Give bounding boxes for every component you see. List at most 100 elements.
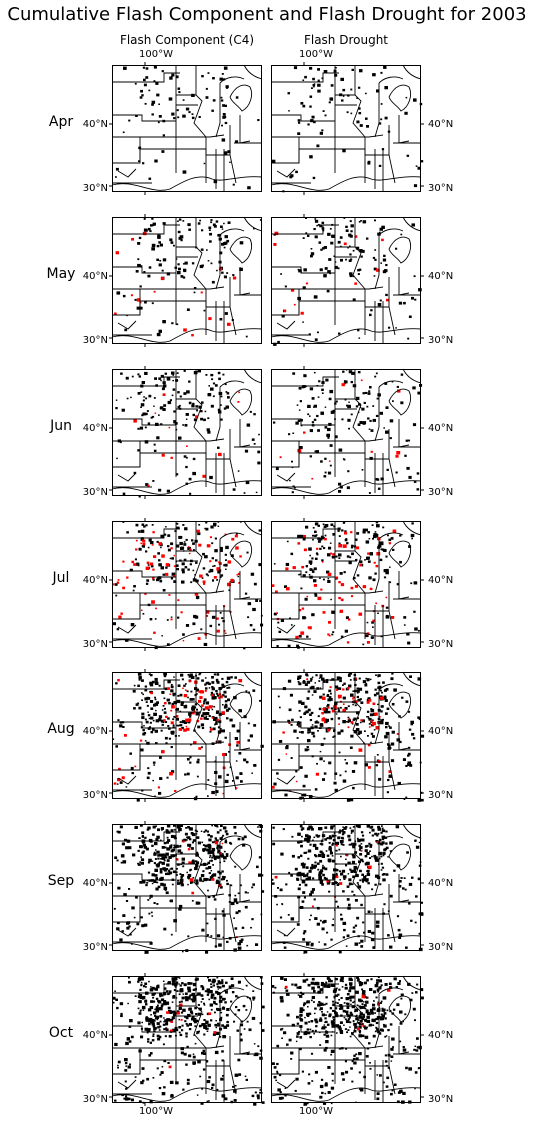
cumulative-event-pixel [276, 772, 279, 775]
cumulative-event-pixel [171, 112, 175, 116]
cumulative-event-pixel [410, 582, 413, 585]
cumulative-event-pixel [151, 415, 155, 418]
cumulative-event-pixel [139, 861, 142, 863]
cumulative-event-pixel [343, 380, 346, 382]
cumulative-event-pixel [208, 682, 211, 686]
cumulative-event-pixel [153, 1011, 157, 1015]
cumulative-event-pixel [389, 747, 392, 749]
new-event-pixel [118, 767, 121, 771]
cumulative-event-pixel [280, 999, 284, 1003]
cumulative-event-pixel [143, 525, 146, 528]
cumulative-event-pixel [358, 844, 361, 847]
cumulative-event-pixel [143, 271, 146, 273]
cumulative-event-pixel [149, 683, 154, 687]
cumulative-event-pixel [389, 726, 392, 729]
cumulative-event-pixel [295, 770, 298, 773]
cumulative-event-pixel [153, 1030, 155, 1033]
cumulative-event-pixel [214, 824, 218, 827]
cumulative-event-pixel [150, 1020, 154, 1023]
cumulative-event-pixel [177, 263, 180, 266]
cumulative-event-pixel [152, 825, 156, 829]
cumulative-event-pixel [151, 100, 156, 104]
map-background [271, 521, 421, 648]
new-event-pixel [194, 592, 199, 596]
new-event-pixel [375, 726, 380, 730]
cumulative-event-pixel [399, 560, 402, 564]
cumulative-event-pixel [387, 934, 390, 937]
cumulative-event-pixel [362, 530, 366, 534]
state-boundary [117, 775, 137, 785]
cumulative-event-pixel [201, 746, 203, 749]
cumulative-event-pixel [249, 624, 253, 627]
cumulative-event-pixel [243, 715, 247, 719]
cumulative-event-pixel [200, 985, 204, 988]
new-event-pixel [183, 328, 187, 332]
cumulative-event-pixel [219, 845, 223, 849]
cumulative-event-pixel [364, 996, 367, 999]
cumulative-event-pixel [223, 246, 226, 249]
cumulative-event-pixel [382, 996, 387, 1000]
cumulative-event-pixel [288, 433, 291, 436]
new-event-pixel [170, 1020, 173, 1023]
cumulative-event-pixel [291, 854, 295, 858]
cumulative-event-pixel [238, 752, 242, 755]
cumulative-event-pixel [378, 674, 381, 677]
cumulative-event-pixel [346, 934, 350, 938]
cumulative-event-pixel [202, 1049, 206, 1053]
cumulative-event-pixel [160, 566, 164, 570]
cumulative-event-pixel [319, 1003, 323, 1006]
cumulative-event-pixel [215, 692, 218, 695]
new-event-pixel [198, 699, 202, 703]
cumulative-event-pixel [216, 825, 219, 828]
cumulative-event-pixel [116, 830, 119, 833]
longitude-label-bottom-right: 100°W [299, 1106, 333, 1117]
cumulative-event-pixel [183, 558, 187, 562]
cumulative-event-pixel [314, 534, 317, 537]
cumulative-event-pixel [307, 857, 310, 860]
cumulative-event-pixel [355, 990, 359, 994]
cumulative-event-pixel [298, 409, 301, 411]
cumulative-event-pixel [380, 1013, 383, 1016]
cumulative-event-pixel [331, 633, 334, 636]
state-boundary [388, 429, 396, 488]
cumulative-event-pixel [168, 727, 171, 730]
cumulative-event-pixel [319, 1084, 324, 1089]
cumulative-event-pixel [211, 615, 216, 619]
cumulative-event-pixel [224, 104, 227, 107]
cumulative-event-pixel [153, 1027, 157, 1031]
latitude-label-left: 30°N [83, 639, 108, 650]
state-boundary [271, 528, 339, 539]
cumulative-event-pixel [161, 846, 165, 849]
cumulative-event-pixel [366, 710, 370, 713]
state-boundary [402, 823, 422, 839]
cumulative-event-pixel [164, 846, 167, 849]
new-event-pixel [381, 238, 384, 242]
new-event-pixel [166, 1011, 169, 1014]
cumulative-event-pixel [286, 745, 289, 748]
cumulative-event-pixel [149, 1006, 154, 1010]
cumulative-event-pixel [299, 675, 302, 678]
cumulative-event-pixel [324, 457, 327, 460]
cumulative-event-pixel [120, 1014, 123, 1018]
cumulative-event-pixel [156, 1067, 159, 1070]
cumulative-event-pixel [214, 525, 216, 527]
cumulative-event-pixel [127, 1065, 131, 1069]
cumulative-event-pixel [298, 731, 301, 733]
cumulative-event-pixel [325, 1014, 327, 1016]
cumulative-event-pixel [162, 258, 167, 262]
cumulative-event-pixel [313, 567, 317, 571]
cumulative-event-pixel [311, 397, 315, 400]
cumulative-event-pixel [324, 406, 327, 408]
cumulative-event-pixel [334, 261, 337, 263]
cumulative-event-pixel [399, 534, 402, 537]
cumulative-event-pixel [308, 1012, 312, 1015]
cumulative-event-pixel [329, 464, 332, 467]
cumulative-event-pixel [299, 1036, 303, 1039]
cumulative-event-pixel [333, 825, 336, 827]
state-boundary [402, 520, 422, 536]
cumulative-event-pixel [207, 861, 211, 865]
cumulative-event-pixel [170, 241, 174, 244]
new-event-pixel [211, 878, 215, 881]
cumulative-event-pixel [187, 568, 190, 571]
cumulative-event-pixel [209, 624, 213, 628]
